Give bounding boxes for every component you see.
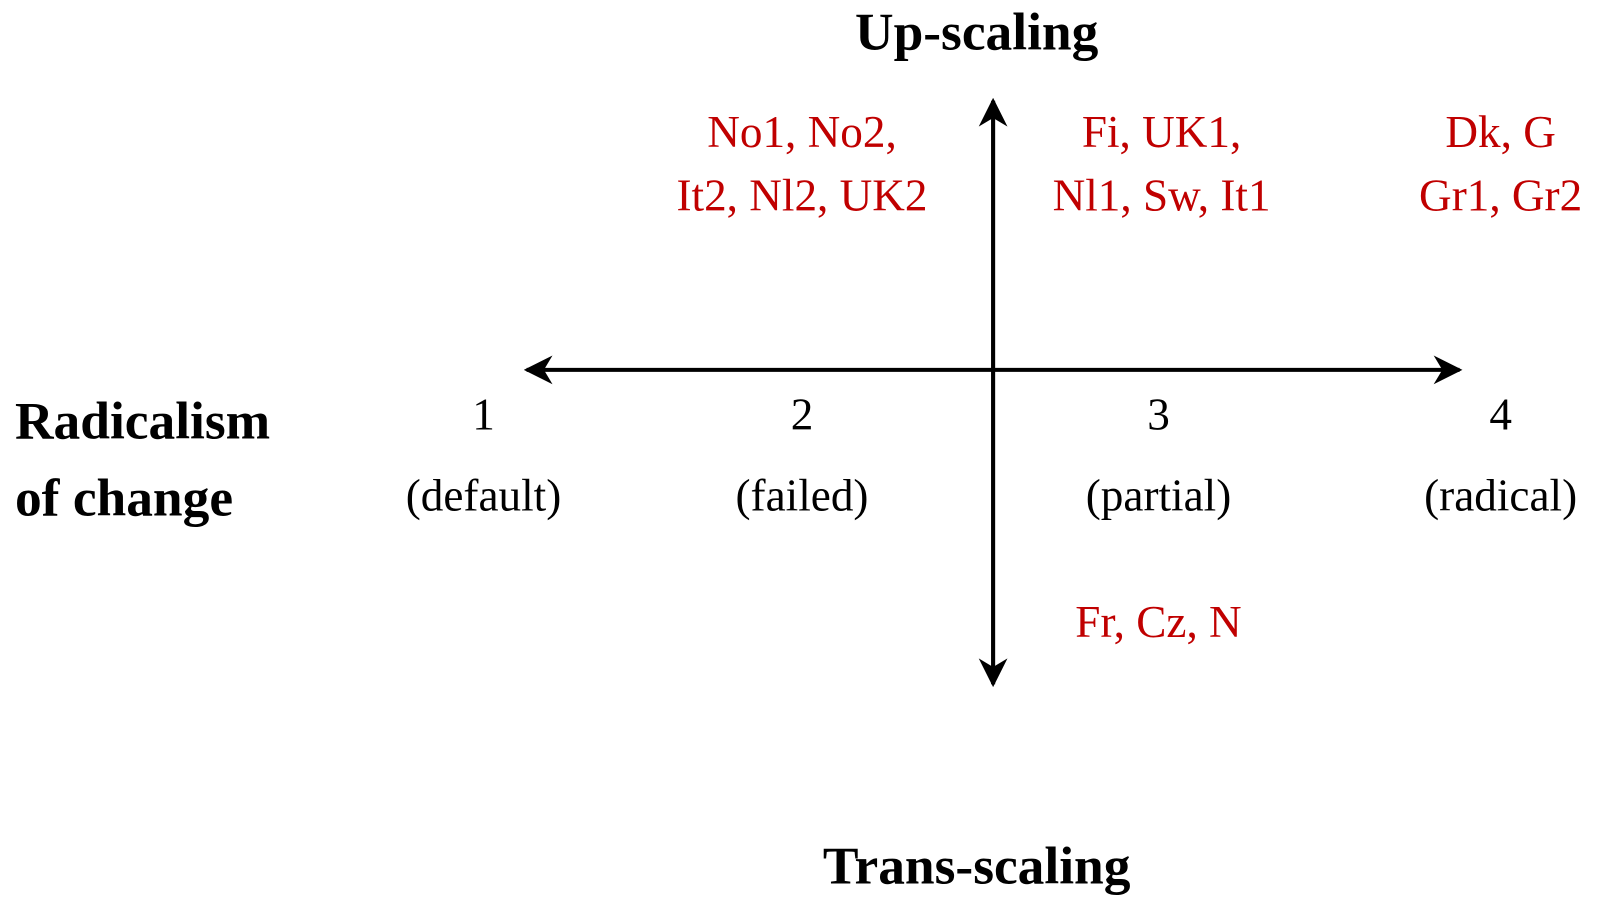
case-group: Gr1, Gr2 <box>1419 171 1582 221</box>
bottom-label: Trans-scaling <box>823 836 1131 896</box>
case-group: Dk, G <box>1445 107 1555 157</box>
case-group: No1, No2, <box>707 107 897 157</box>
scale-number: 4 <box>1489 390 1512 440</box>
scale-number: 3 <box>1147 390 1170 440</box>
scale-label: (failed) <box>736 471 869 521</box>
scale-number: 1 <box>472 390 495 440</box>
case-group: It2, Nl2, UK2 <box>676 171 927 221</box>
case-group: Fi, UK1, <box>1082 107 1241 157</box>
scale-label: (default) <box>406 471 562 521</box>
scale-number: 2 <box>791 390 814 440</box>
case-group: Fr, Cz, N <box>1075 597 1241 647</box>
case-group: Nl1, Sw, It1 <box>1053 171 1271 221</box>
scale-label: (partial) <box>1086 471 1232 521</box>
axis-label: of change <box>15 468 233 528</box>
axis-label: Radicalism <box>15 391 270 451</box>
scale-label: (radical) <box>1424 471 1577 521</box>
top-label: Up-scaling <box>855 1 1099 61</box>
